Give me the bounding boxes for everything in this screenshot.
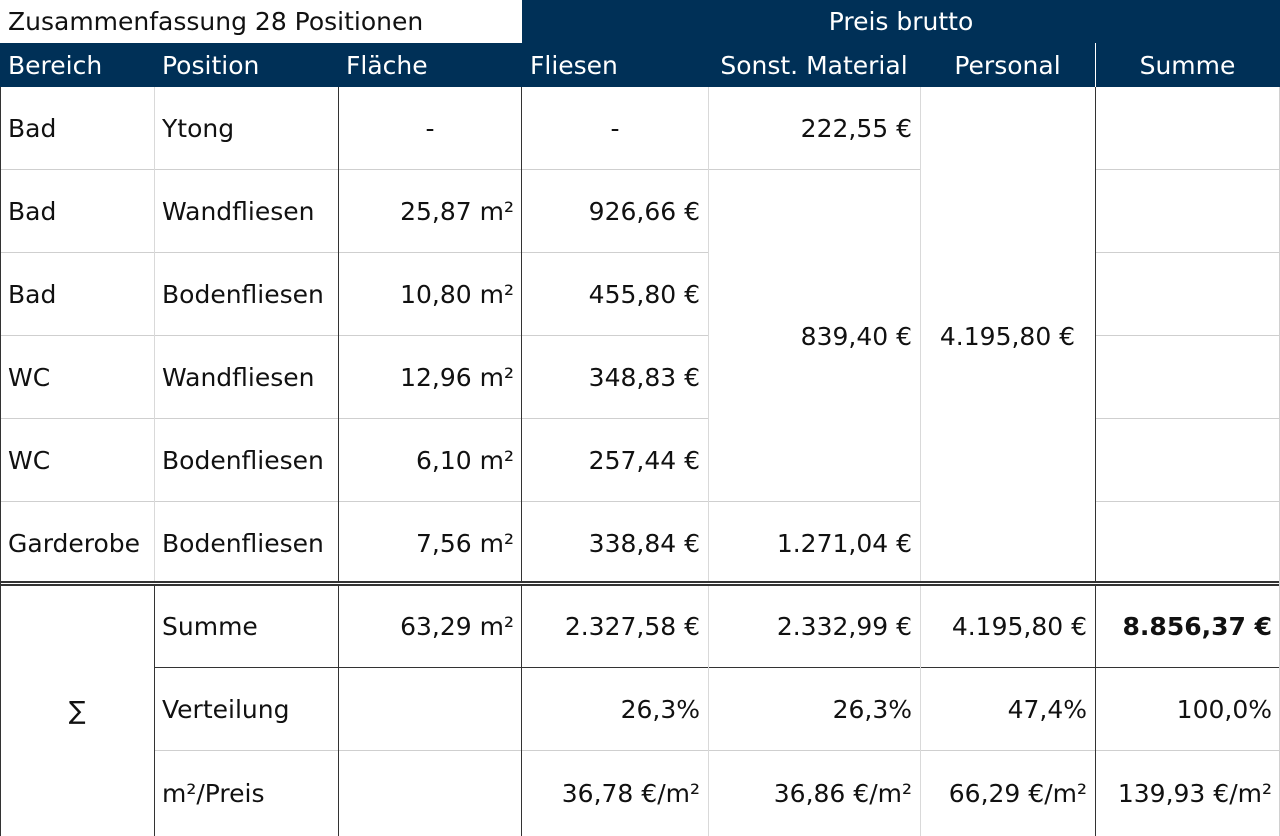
header-position: Position: [154, 43, 338, 87]
summary-summe-personal: 4.195,80 €: [951, 612, 1087, 641]
row-divider: [0, 169, 920, 170]
summary-label-preis: m²/Preis: [162, 779, 265, 808]
summary-verteilung-fliesen: 26,3%: [620, 695, 700, 724]
col-divider: [1095, 586, 1096, 836]
header-summe: Summe: [1095, 43, 1280, 87]
row-divider: [1095, 252, 1280, 253]
col-divider: [920, 87, 921, 581]
cell-bereich: Bad: [8, 114, 57, 143]
sheet-title: Zusammenfassung 28 Positionen: [8, 7, 424, 36]
col-divider: [521, 87, 522, 581]
header-personal: Personal: [920, 43, 1095, 87]
summary-grand-total: 8.856,37 €: [1122, 612, 1272, 641]
col-divider: [154, 87, 155, 581]
col-divider: [920, 586, 921, 836]
summary-summe-material: 2.332,99 €: [776, 612, 912, 641]
row-divider: [0, 501, 920, 502]
left-border: [0, 87, 1, 836]
row-divider: [0, 418, 708, 419]
cell-fliesen: 257,44 €: [588, 446, 700, 475]
cell-fliesen: -: [610, 114, 620, 143]
cell-position: Ytong: [162, 114, 235, 143]
summary-verteilung-personal: 47,4%: [1007, 695, 1087, 724]
cell-material-garderobe: 1.271,04 €: [776, 529, 912, 558]
summary-label-verteilung: Verteilung: [162, 695, 290, 724]
cell-position: Bodenfliesen: [162, 280, 324, 309]
summary-divider: [154, 750, 1280, 751]
cell-position: Wandfliesen: [162, 363, 315, 392]
total-double-line: [0, 581, 1280, 586]
cell-bereich: WC: [8, 363, 51, 392]
col-divider: [338, 87, 339, 581]
cell-bereich: WC: [8, 446, 51, 475]
cell-flaeche: 7,56 m²: [416, 529, 514, 558]
summary-preis-material: 36,86 €/m²: [773, 779, 912, 808]
cell-fliesen: 926,66 €: [588, 197, 700, 226]
row-divider: [0, 335, 708, 336]
summary-summe-flaeche: 63,29 m²: [400, 612, 514, 641]
summary-verteilung-total: 100,0%: [1176, 695, 1272, 724]
cell-flaeche: 6,10 m²: [416, 446, 514, 475]
header-fliesen: Fliesen: [522, 43, 708, 87]
row-divider: [1095, 169, 1280, 170]
cell-flaeche: 25,87 m²: [400, 197, 514, 226]
row-divider: [1095, 418, 1280, 419]
header-separator: [1095, 43, 1096, 87]
cell-fliesen: 338,84 €: [588, 529, 700, 558]
cell-position: Wandfliesen: [162, 197, 315, 226]
header-sonst-material: Sonst. Material: [708, 43, 920, 87]
cell-position: Bodenfliesen: [162, 446, 324, 475]
cell-flaeche: 12,96 m²: [400, 363, 514, 392]
col-divider: [708, 586, 709, 836]
group-header-preis-brutto: Preis brutto: [522, 0, 1280, 43]
cell-flaeche: 10,80 m²: [400, 280, 514, 309]
row-divider: [1095, 335, 1280, 336]
cell-flaeche: -: [425, 114, 435, 143]
row-divider: [1095, 501, 1280, 502]
summary-preis-total: 139,93 €/m²: [1117, 779, 1272, 808]
col-divider: [338, 586, 339, 836]
cell-material-ytong: 222,55 €: [800, 114, 912, 143]
cell-bereich: Bad: [8, 197, 57, 226]
cell-fliesen: 348,83 €: [588, 363, 700, 392]
summary-summe-fliesen: 2.327,58 €: [564, 612, 700, 641]
summary-divider: [154, 667, 1280, 668]
sigma-symbol: ∑: [68, 696, 86, 725]
header-bereich: Bereich: [0, 43, 154, 87]
col-divider: [521, 586, 522, 836]
header-flaeche: Fläche: [338, 43, 522, 87]
cell-bereich: Garderobe: [8, 529, 141, 558]
cell-fliesen: 455,80 €: [588, 280, 700, 309]
cell-material-merged: 839,40 €: [800, 321, 912, 351]
summary-verteilung-material: 26,3%: [832, 695, 912, 724]
summary-preis-personal: 66,29 €/m²: [948, 779, 1087, 808]
col-divider: [154, 586, 155, 836]
col-divider: [708, 87, 709, 581]
cell-personal-merged: 4.195,80 €: [939, 321, 1076, 351]
row-divider: [0, 252, 708, 253]
summary-label-summe: Summe: [162, 612, 258, 641]
summary-preis-fliesen: 36,78 €/m²: [561, 779, 700, 808]
cell-bereich: Bad: [8, 280, 57, 309]
cell-position: Bodenfliesen: [162, 529, 324, 558]
col-divider: [1095, 87, 1096, 581]
